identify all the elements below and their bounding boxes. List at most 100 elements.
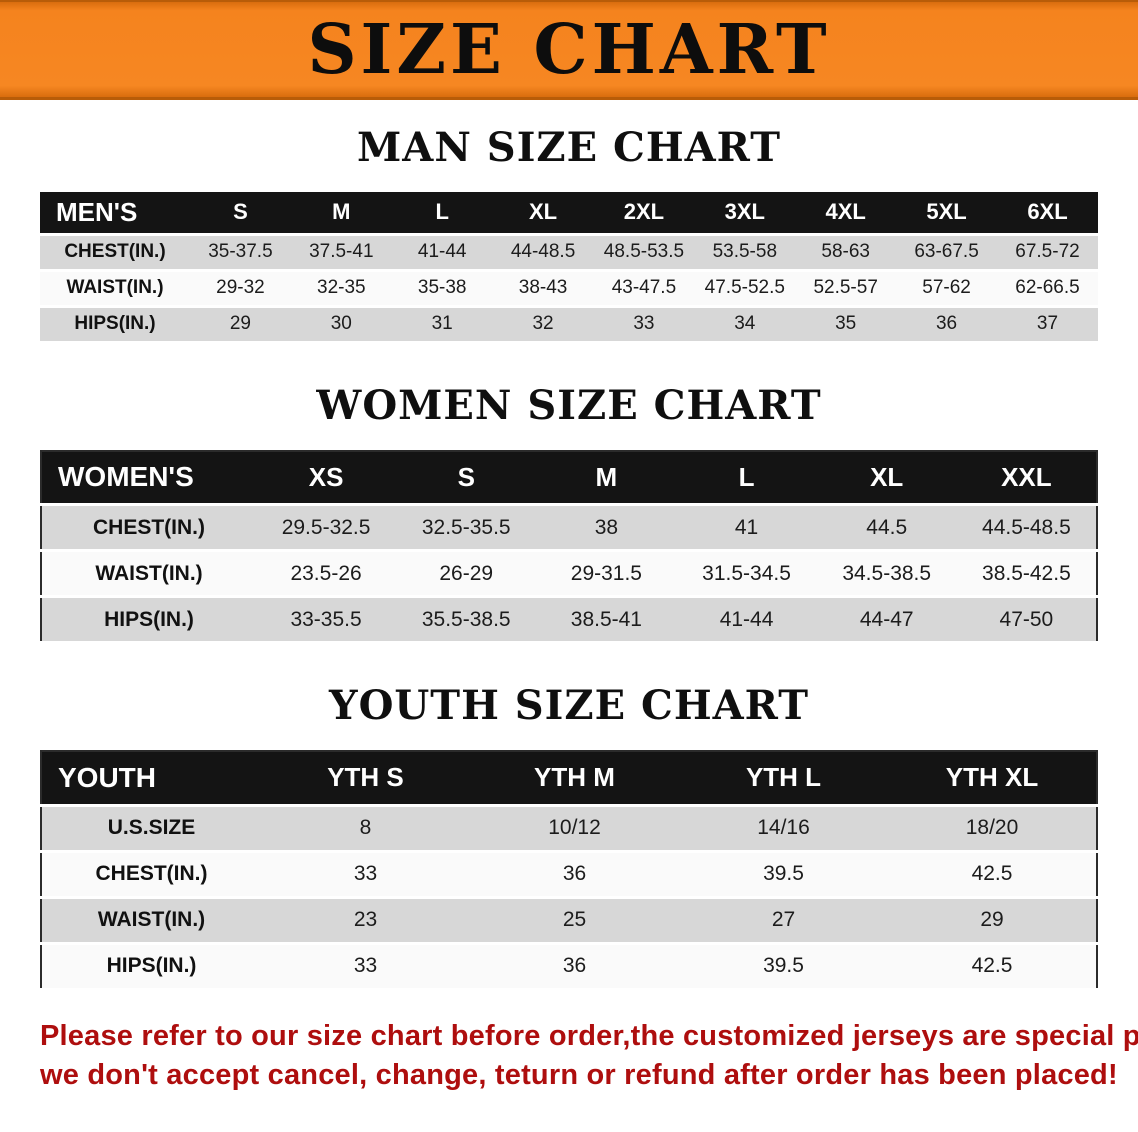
cell: 41-44 xyxy=(391,234,493,272)
row-label: U.S.SIZE xyxy=(41,805,261,853)
cell: 33 xyxy=(261,943,470,991)
women-size-col-l: L xyxy=(676,450,817,506)
cell: 32.5-35.5 xyxy=(396,504,537,552)
cell: 44.5-48.5 xyxy=(956,504,1097,552)
youth-table-title: YOUTH xyxy=(41,751,261,807)
cell: 43-47.5 xyxy=(593,270,695,308)
men-size-section: MAN SIZE CHART MEN'S S M L XL 2XL 3XL 4X… xyxy=(0,126,1138,344)
cell: 33-35.5 xyxy=(256,596,397,644)
women-chest-row: CHEST(IN.) 29.5-32.5 32.5-35.5 38 41 44.… xyxy=(41,504,1097,552)
women-section-heading: WOMEN SIZE CHART xyxy=(316,381,822,429)
disclaimer-note: Please refer to our size chart before or… xyxy=(40,1017,1138,1095)
cell: 48.5-53.5 xyxy=(593,234,695,272)
cell: 35-38 xyxy=(391,270,493,308)
cell: 29.5-32.5 xyxy=(256,504,397,552)
page-title: SIZE CHART xyxy=(307,9,831,90)
women-table-title: WOMEN'S xyxy=(41,450,256,506)
men-waist-row: WAIST(IN.) 29-32 32-35 35-38 38-43 43-47… xyxy=(40,270,1098,308)
cell: 53.5-58 xyxy=(694,234,796,272)
row-label: WAIST(IN.) xyxy=(41,550,256,598)
cell: 32 xyxy=(492,306,594,344)
cell: 36 xyxy=(470,851,679,899)
cell: 25 xyxy=(470,897,679,945)
cell: 62-66.5 xyxy=(997,270,1098,308)
men-hips-row: HIPS(IN.) 29 30 31 32 33 34 35 36 37 xyxy=(40,306,1098,344)
cell: 35-37.5 xyxy=(190,234,291,272)
youth-chest-row: CHEST(IN.) 33 36 39.5 42.5 xyxy=(41,851,1097,899)
men-size-col-m: M xyxy=(290,192,392,236)
women-size-col-xxl: XXL xyxy=(956,450,1097,506)
cell: 26-29 xyxy=(396,550,537,598)
cell: 29-31.5 xyxy=(536,550,677,598)
cell: 38 xyxy=(536,504,677,552)
men-table-title: MEN'S xyxy=(40,192,190,236)
women-header-row: WOMEN'S XS S M L XL XXL xyxy=(41,450,1097,506)
men-section-heading: MAN SIZE CHART xyxy=(357,124,781,171)
cell: 34 xyxy=(694,306,796,344)
cell: 31 xyxy=(391,306,493,344)
men-size-table: MEN'S S M L XL 2XL 3XL 4XL 5XL 6XL CHEST… xyxy=(40,192,1098,344)
youth-header-row: YOUTH YTH S YTH M YTH L YTH XL xyxy=(41,751,1097,807)
cell: 47-50 xyxy=(956,596,1097,644)
women-hips-row: HIPS(IN.) 33-35.5 35.5-38.5 38.5-41 41-4… xyxy=(41,596,1097,644)
cell: 38.5-41 xyxy=(536,596,677,644)
cell: 27 xyxy=(679,897,888,945)
men-size-col-4xl: 4XL xyxy=(795,192,897,236)
row-label: CHEST(IN.) xyxy=(41,851,261,899)
youth-hips-row: HIPS(IN.) 33 36 39.5 42.5 xyxy=(41,943,1097,991)
women-size-col-s: S xyxy=(396,450,537,506)
cell: 44-48.5 xyxy=(492,234,594,272)
disclaimer-line-2: we don't accept cancel, change, teturn o… xyxy=(40,1058,1118,1091)
cell: 41-44 xyxy=(676,596,817,644)
men-size-col-2xl: 2XL xyxy=(593,192,695,236)
men-size-col-3xl: 3XL xyxy=(694,192,796,236)
row-label: WAIST(IN.) xyxy=(41,897,261,945)
row-label: HIPS(IN.) xyxy=(41,596,256,644)
row-label: HIPS(IN.) xyxy=(40,306,190,344)
cell: 29 xyxy=(888,897,1097,945)
cell: 8 xyxy=(261,805,470,853)
youth-size-col-s: YTH S xyxy=(261,751,470,807)
cell: 52.5-57 xyxy=(795,270,897,308)
men-size-col-5xl: 5XL xyxy=(896,192,997,236)
cell: 36 xyxy=(470,943,679,991)
youth-size-section: YOUTH SIZE CHART YOUTH YTH S YTH M YTH L… xyxy=(0,684,1138,991)
women-size-col-xs: XS xyxy=(256,450,397,506)
cell: 38.5-42.5 xyxy=(956,550,1097,598)
cell: 39.5 xyxy=(679,851,888,899)
cell: 36 xyxy=(896,306,997,344)
women-size-col-xl: XL xyxy=(816,450,957,506)
cell: 39.5 xyxy=(679,943,888,991)
youth-size-table: YOUTH YTH S YTH M YTH L YTH XL U.S.SIZE … xyxy=(40,750,1098,991)
row-label: CHEST(IN.) xyxy=(41,504,256,552)
cell: 41 xyxy=(676,504,817,552)
row-label: HIPS(IN.) xyxy=(41,943,261,991)
cell: 63-67.5 xyxy=(896,234,997,272)
cell: 33 xyxy=(261,851,470,899)
men-header-row: MEN'S S M L XL 2XL 3XL 4XL 5XL 6XL xyxy=(40,192,1098,236)
cell: 34.5-38.5 xyxy=(816,550,957,598)
cell: 32-35 xyxy=(290,270,392,308)
cell: 58-63 xyxy=(795,234,897,272)
cell: 33 xyxy=(593,306,695,344)
youth-size-col-l: YTH L xyxy=(679,751,888,807)
women-size-section: WOMEN SIZE CHART WOMEN'S XS S M L XL XXL… xyxy=(0,381,1138,644)
cell: 38-43 xyxy=(492,270,594,308)
cell: 14/16 xyxy=(679,805,888,853)
men-size-col-s: S xyxy=(190,192,291,236)
cell: 57-62 xyxy=(896,270,997,308)
size-chart-banner: SIZE CHART xyxy=(0,0,1138,100)
cell: 37 xyxy=(997,306,1098,344)
youth-section-heading: YOUTH SIZE CHART xyxy=(329,682,809,729)
cell: 23.5-26 xyxy=(256,550,397,598)
youth-size-col-xl: YTH XL xyxy=(888,751,1097,807)
men-chest-row: CHEST(IN.) 35-37.5 37.5-41 41-44 44-48.5… xyxy=(40,234,1098,272)
women-size-col-m: M xyxy=(536,450,677,506)
cell: 29 xyxy=(190,306,291,344)
cell: 10/12 xyxy=(470,805,679,853)
women-size-table: WOMEN'S XS S M L XL XXL CHEST(IN.) 29.5-… xyxy=(40,449,1098,644)
cell: 44-47 xyxy=(816,596,957,644)
women-waist-row: WAIST(IN.) 23.5-26 26-29 29-31.5 31.5-34… xyxy=(41,550,1097,598)
youth-waist-row: WAIST(IN.) 23 25 27 29 xyxy=(41,897,1097,945)
men-size-col-6xl: 6XL xyxy=(997,192,1098,236)
